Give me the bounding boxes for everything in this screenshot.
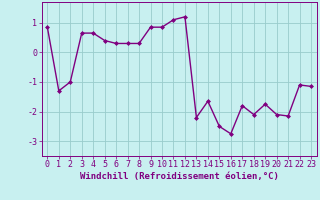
- X-axis label: Windchill (Refroidissement éolien,°C): Windchill (Refroidissement éolien,°C): [80, 172, 279, 181]
